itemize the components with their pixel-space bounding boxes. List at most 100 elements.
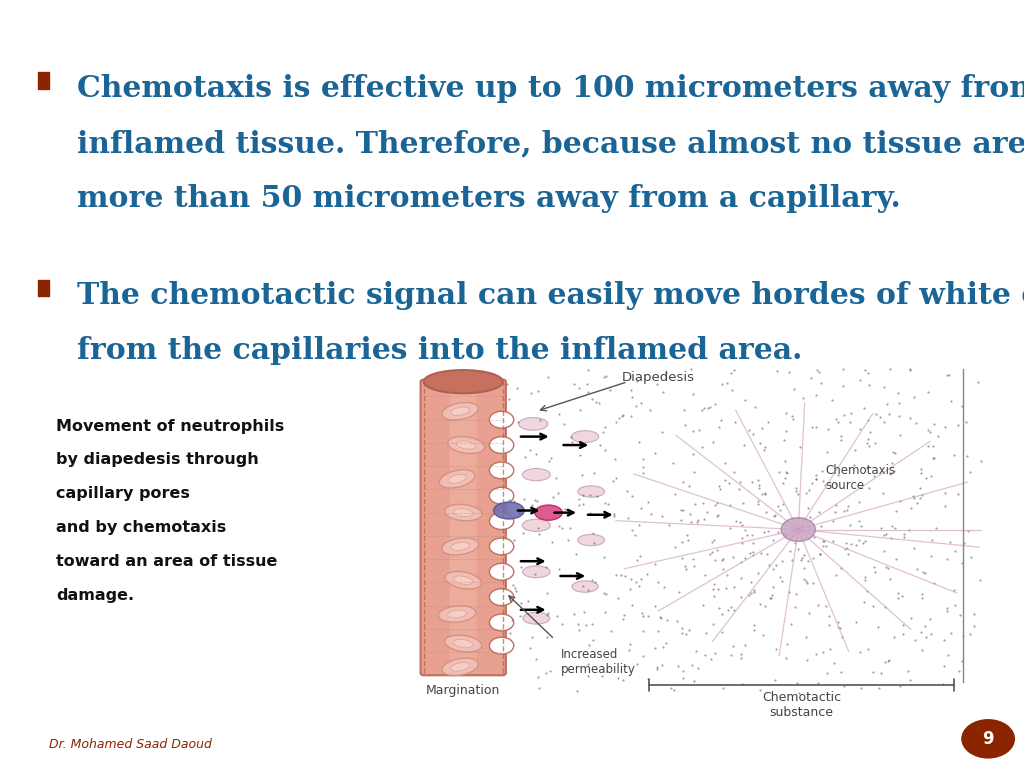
Point — [744, 475, 761, 488]
Point — [757, 488, 773, 500]
Point — [956, 537, 973, 549]
Text: toward an area of tissue: toward an area of tissue — [56, 554, 278, 569]
Ellipse shape — [522, 566, 550, 578]
Ellipse shape — [442, 402, 478, 420]
Point — [780, 366, 797, 378]
Point — [615, 608, 632, 621]
Point — [912, 492, 929, 505]
Point — [935, 634, 951, 647]
Point — [943, 395, 959, 407]
Point — [549, 610, 565, 622]
Point — [663, 682, 679, 694]
Point — [937, 500, 953, 512]
Point — [591, 396, 607, 409]
Point — [779, 638, 796, 650]
Point — [712, 480, 728, 492]
Point — [731, 516, 748, 528]
Point — [768, 643, 784, 655]
Point — [508, 585, 524, 598]
Point — [640, 673, 656, 685]
Point — [571, 382, 588, 394]
Point — [745, 538, 762, 550]
Point — [839, 504, 855, 516]
Point — [732, 476, 749, 488]
Point — [798, 631, 814, 643]
Point — [904, 490, 921, 502]
Point — [784, 412, 801, 425]
Point — [755, 629, 771, 641]
Point — [859, 437, 876, 449]
Point — [574, 580, 591, 592]
Point — [685, 553, 701, 565]
Point — [919, 631, 935, 644]
Point — [743, 587, 760, 599]
Point — [717, 474, 733, 486]
Point — [597, 444, 613, 456]
Point — [657, 367, 674, 379]
Point — [529, 521, 546, 534]
Point — [757, 486, 773, 498]
Point — [829, 468, 846, 481]
Point — [814, 535, 830, 547]
Point — [856, 402, 872, 414]
Point — [526, 568, 543, 581]
Point — [966, 607, 982, 620]
Point — [884, 521, 900, 533]
Point — [708, 554, 724, 566]
Point — [624, 489, 640, 502]
Point — [538, 561, 554, 574]
Point — [882, 363, 898, 376]
Point — [833, 621, 849, 634]
Point — [891, 409, 907, 422]
Ellipse shape — [444, 635, 481, 652]
Ellipse shape — [494, 502, 524, 519]
Point — [888, 505, 904, 518]
Point — [522, 387, 539, 399]
Point — [529, 495, 546, 507]
Point — [723, 367, 739, 379]
Point — [833, 667, 849, 679]
Point — [727, 515, 743, 527]
Point — [719, 568, 735, 581]
Point — [880, 562, 896, 574]
Point — [950, 488, 967, 500]
Point — [648, 661, 665, 674]
Point — [708, 499, 724, 511]
Point — [915, 566, 932, 578]
Point — [783, 530, 800, 542]
Point — [647, 446, 664, 458]
Point — [563, 436, 580, 449]
Point — [776, 434, 793, 446]
Point — [912, 462, 929, 475]
Point — [914, 588, 931, 600]
Circle shape — [489, 436, 514, 453]
Point — [777, 472, 794, 485]
Point — [846, 458, 862, 471]
Point — [684, 659, 700, 671]
Point — [667, 541, 683, 553]
Point — [810, 677, 826, 689]
Point — [882, 573, 898, 585]
Point — [882, 468, 898, 480]
Point — [890, 387, 906, 399]
Point — [726, 363, 742, 376]
Ellipse shape — [439, 470, 475, 488]
Point — [563, 431, 580, 443]
Point — [695, 497, 712, 509]
Point — [775, 498, 792, 510]
Point — [745, 545, 762, 558]
Point — [627, 529, 643, 541]
Point — [949, 419, 966, 431]
Ellipse shape — [454, 508, 473, 517]
Point — [736, 639, 753, 651]
FancyBboxPatch shape — [421, 379, 506, 675]
Point — [741, 548, 758, 560]
Point — [702, 548, 719, 560]
Point — [654, 641, 671, 654]
Point — [892, 429, 908, 442]
Point — [678, 563, 694, 575]
Point — [662, 519, 678, 531]
Point — [520, 595, 537, 607]
Point — [822, 643, 839, 655]
Point — [719, 377, 735, 389]
